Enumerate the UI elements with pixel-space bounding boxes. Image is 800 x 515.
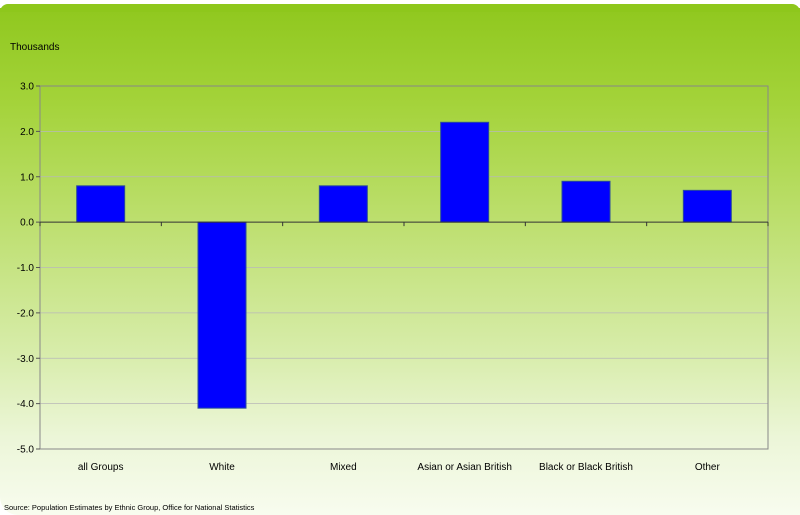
axes <box>36 85 769 450</box>
bar-2 <box>318 185 368 223</box>
top-header-strip <box>0 0 800 12</box>
source-note: Source: Population Estimates by Ethnic G… <box>4 503 255 512</box>
labels: 3.0 2.0 1.0 0.0 -1.0 -2.0 -3.0 -4.0 -5.0 all Grou… <box>17 82 721 474</box>
bar-1 <box>197 221 247 409</box>
category-label: Other <box>695 462 721 473</box>
bar-0 <box>76 185 126 223</box>
category-label: Mixed <box>330 462 357 473</box>
y-tick-label: -4.0 <box>17 399 35 410</box>
category-label: Black or Black British <box>539 462 633 473</box>
y-tick-label: -2.0 <box>17 308 35 319</box>
bars <box>76 121 732 409</box>
y-tick-label: 3.0 <box>20 82 34 93</box>
category-label: White <box>209 462 235 473</box>
y-axis-unit-label: Thousands <box>10 42 60 53</box>
category-label: all Groups <box>78 462 124 473</box>
y-tick-label: 1.0 <box>20 172 34 183</box>
y-tick-label: -1.0 <box>17 263 35 274</box>
gridlines <box>40 85 768 450</box>
y-tick-label: 0.0 <box>20 218 34 229</box>
y-tick-label: -5.0 <box>17 445 35 456</box>
bar-5 <box>682 189 732 223</box>
category-label: Asian or Asian British <box>417 462 512 473</box>
y-tick-label: 2.0 <box>20 127 34 138</box>
bar-4 <box>561 180 611 223</box>
y-tick-label: -3.0 <box>17 354 35 365</box>
bar-3 <box>440 121 490 223</box>
